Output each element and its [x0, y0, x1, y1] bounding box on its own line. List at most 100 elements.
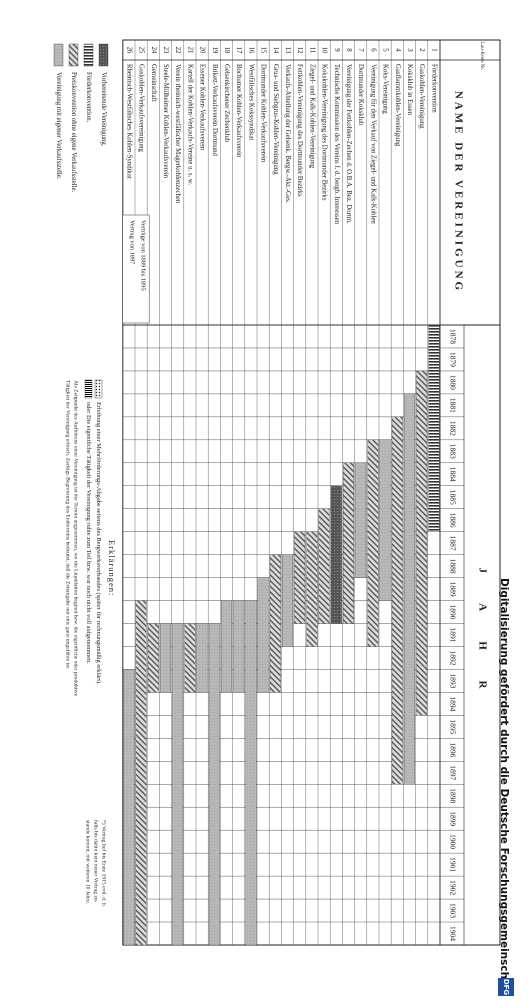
period-bar [196, 623, 208, 693]
legend-label: Preiskonvention ohne eigene Verkaufsstel… [70, 72, 77, 193]
footer-text: Digitalisierung gefördert durch die Deut… [498, 578, 510, 996]
footnote: stande kommt, mit weiteren 10 Jahre. [85, 820, 91, 905]
row-number: 24 [150, 47, 157, 54]
row-name: Bochumer Kohlen-Verkaufsverein [235, 64, 242, 158]
year-label: 1897 [448, 765, 457, 780]
period-bar [160, 623, 171, 693]
period-bar [282, 554, 293, 647]
row-name: Grus- und Siebgrus-Kohlen-Vereinigung [272, 64, 279, 175]
year-label: 1887 [448, 536, 457, 551]
row-number: 5 [382, 48, 389, 52]
row-number: 21 [186, 47, 193, 54]
period-bar [208, 623, 220, 946]
year-label: 1899 [448, 811, 457, 826]
period-bar [306, 531, 318, 647]
year-label: 1898 [448, 788, 457, 803]
year-label: 1885 [448, 490, 457, 505]
legend-swatch [83, 43, 94, 67]
year-label: 1903 [448, 903, 457, 918]
legend-label: Förderkonvention. [85, 72, 92, 123]
period-bar [343, 462, 354, 624]
footnote: *) Vertrag lief bis Ende 1915 evtl. d. h… [101, 820, 108, 908]
period-bar [123, 669, 135, 946]
year-label: 1883 [448, 444, 457, 459]
year-label: 1886 [448, 513, 457, 528]
explanation-text: Als Zeitpunkt des Aufhörens einer Verein… [73, 380, 80, 697]
row-name: Dortmunder Kohlen-Verkaufsverein [260, 64, 267, 163]
row-name: Kartell der Kohlen-Verkaufs-Vereine u. s… [186, 64, 193, 185]
legend-swatch [98, 43, 109, 67]
row-name: Koks-Vereinigung [382, 64, 389, 114]
row-number: 10 [321, 47, 328, 54]
year-label: 1900 [448, 834, 457, 849]
row-number: 6 [369, 48, 376, 52]
period-bar [257, 577, 269, 693]
row-name: Dortmunder Koksklub [357, 64, 364, 126]
row-number: 16 [247, 47, 254, 54]
years-header: J A H R [476, 568, 488, 703]
period-bar [294, 531, 306, 624]
period-bar [245, 600, 257, 946]
footnote: falls bis dahin kein neuer Vertrag zu- [93, 820, 100, 903]
row-number: 12 [296, 47, 303, 54]
row-name: Rheinisch-Westfälisches Kohlen-Syndikat [125, 64, 132, 179]
contract-note: Vertrag von 1897 [129, 220, 136, 265]
year-label: 1882 [448, 421, 457, 436]
year-label: 1902 [448, 880, 457, 895]
row-name: Ziegel- und Kalk-Kohlen-Vereinigung [308, 64, 315, 169]
row-name: Gaskohlen-Verkaufsvereinigung [138, 64, 145, 153]
explanation-label: Erhöhung einer Mehrförderungs-Abgabe sei… [95, 402, 102, 685]
row-number: 18 [223, 47, 230, 54]
row-name: Vereinigung für den Verkauf von Ziegel- … [369, 64, 376, 224]
row-name: Technische Kommission des Vereins f. d. … [333, 64, 340, 225]
row-number: 1 [430, 48, 437, 51]
legend-swatch [68, 43, 79, 67]
logo-box [498, 978, 514, 996]
row-name: Fettkohlen-Vereinigung des Dortmunder Be… [296, 64, 303, 197]
explanation-swatch [94, 379, 103, 399]
period-bar [416, 370, 428, 716]
year-label: 1896 [448, 742, 457, 757]
period-bar [318, 508, 330, 624]
row-name: Vereinigung der Fettkohlen-Zechen d. O.B… [345, 64, 352, 224]
row-number: 19 [211, 47, 218, 54]
row-number: 4 [394, 48, 401, 52]
year-label: 1884 [448, 467, 457, 482]
period-bar [172, 623, 184, 946]
period-bar [391, 416, 403, 785]
row-number: 2 [418, 48, 425, 52]
period-bar [135, 600, 147, 946]
contract-box [122, 214, 150, 324]
explanation-text: Tätigkeit der Vereinigung erlosch. Zacki… [65, 380, 72, 670]
year-label: 1893 [448, 673, 457, 688]
footer: Digitalisierung gefördert durch die Deut… [498, 578, 510, 996]
year-label: 1889 [448, 582, 457, 597]
row-name: Gemeinschaft [150, 64, 157, 102]
row-number: 14 [272, 47, 279, 54]
row-number: 26 [125, 47, 132, 54]
period-bar [184, 623, 196, 693]
year-label: 1895 [448, 719, 457, 734]
row-name: Förderkonvention [430, 64, 437, 113]
row-name: Gasflammkohlen-Vereinigung [394, 64, 401, 147]
period-bar [330, 485, 342, 624]
row-number: 15 [260, 47, 267, 54]
row-name: Koksklub in Essen [406, 64, 413, 116]
year-label: 1880 [448, 375, 457, 390]
row-number: 9 [333, 48, 340, 52]
year-label: 1901 [448, 857, 457, 872]
row-name: Verein rheinisch-westfälischer Magerkohl… [174, 64, 181, 204]
row-number: 3 [406, 48, 413, 52]
year-label: 1878 [448, 329, 457, 344]
period-bar [367, 439, 379, 647]
period-bar [147, 623, 159, 693]
row-number: 20 [199, 47, 206, 54]
year-label: 1881 [448, 398, 457, 413]
row-number: 25 [138, 47, 145, 54]
contract-note: Verträge von 1889 bis 1895 [140, 220, 147, 291]
year-label: 1892 [448, 650, 457, 665]
row-number: 17 [235, 47, 242, 54]
